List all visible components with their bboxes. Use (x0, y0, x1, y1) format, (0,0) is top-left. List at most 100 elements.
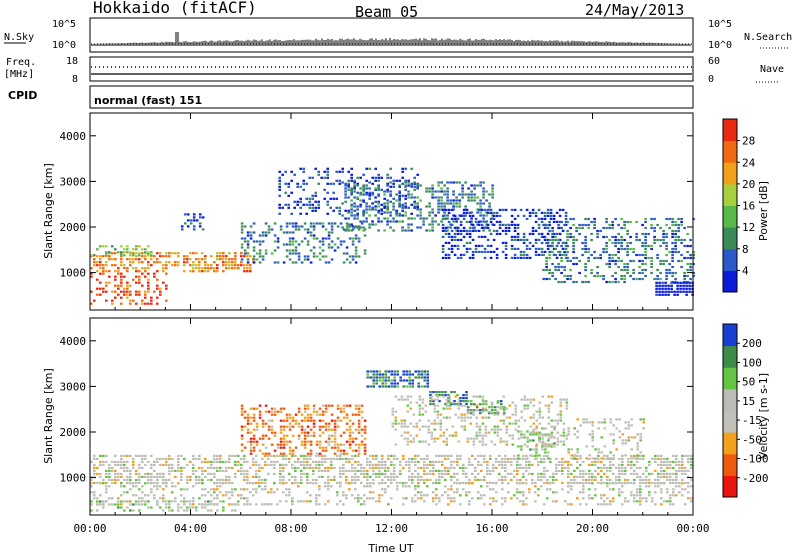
data-cell (288, 413, 292, 416)
data-cell (660, 466, 663, 469)
data-cell (547, 434, 551, 437)
data-cell (644, 274, 647, 278)
data-cell (344, 209, 347, 212)
data-cell (299, 200, 302, 203)
data-cell (399, 472, 402, 475)
data-cell (168, 503, 171, 506)
data-cell (445, 437, 449, 440)
data-cell (504, 223, 508, 226)
data-cell (525, 460, 528, 463)
data-cell (588, 478, 591, 481)
data-cell (389, 194, 392, 197)
data-cell (644, 256, 647, 260)
data-cell (496, 410, 500, 413)
data-cell (513, 454, 516, 457)
data-cell (234, 267, 237, 270)
data-cell (302, 182, 305, 185)
data-cell (129, 261, 132, 264)
data-cell (234, 472, 237, 475)
data-cell (570, 454, 573, 457)
data-cell (330, 466, 333, 469)
data-cell (240, 243, 244, 246)
data-cell (159, 293, 162, 296)
data-cell (291, 500, 294, 503)
data-cell (480, 208, 484, 211)
data-cell (516, 226, 520, 229)
data-cell (183, 261, 186, 264)
data-cell (507, 223, 511, 226)
data-cell (477, 478, 480, 481)
data-cell (513, 226, 517, 229)
data-cell (402, 379, 405, 382)
data-cell (410, 196, 413, 199)
data-cell (689, 262, 692, 266)
data-cell (291, 243, 295, 246)
data-cell (264, 234, 268, 237)
data-cell (406, 395, 410, 398)
data-cell (216, 264, 219, 267)
data-cell (381, 472, 384, 475)
data-cell (428, 211, 431, 214)
data-cell (381, 382, 384, 385)
data-cell (647, 256, 650, 260)
data-cell (456, 463, 459, 466)
beam-title: Beam 05 (355, 3, 418, 21)
data-cell (495, 256, 499, 259)
data-cell (510, 220, 514, 223)
data-cell (552, 475, 555, 478)
data-cell (679, 290, 682, 293)
data-cell (690, 454, 693, 457)
data-cell (469, 437, 473, 440)
data-cell (299, 185, 302, 188)
data-cell (567, 491, 570, 494)
data-cell (201, 258, 204, 261)
data-cell (623, 280, 626, 284)
data-cell (309, 481, 312, 484)
data-cell (624, 472, 627, 475)
data-cell (576, 448, 579, 451)
data-cell (424, 440, 428, 443)
data-cell (350, 167, 353, 170)
data-cell (519, 238, 523, 241)
data-cell (338, 206, 341, 209)
data-cell (261, 481, 264, 484)
data-cell (374, 167, 377, 170)
data-cell (204, 264, 207, 267)
data-cell (545, 265, 548, 269)
data-cell (324, 485, 327, 488)
data-cell (465, 232, 469, 235)
data-cell (354, 460, 357, 463)
data-cell (315, 222, 319, 225)
data-cell (105, 245, 108, 248)
data-cell (406, 398, 410, 401)
data-cell (273, 460, 276, 463)
data-cell (383, 229, 386, 232)
data-cell (471, 497, 474, 500)
data-cell (486, 226, 490, 229)
data-cell (630, 457, 633, 460)
data-cell (138, 509, 141, 512)
data-cell (204, 267, 207, 270)
data-cell (105, 254, 108, 257)
data-cell (510, 208, 514, 211)
data-cell (366, 478, 369, 481)
data-cell (459, 482, 462, 485)
data-cell (662, 241, 665, 245)
data-cell (338, 212, 341, 215)
data-cell (567, 503, 570, 506)
data-cell (338, 182, 341, 185)
data-cell (357, 228, 361, 231)
data-cell (560, 280, 563, 284)
data-cell (249, 437, 253, 440)
data-cell (123, 275, 126, 278)
data-cell (600, 457, 603, 460)
data-cell (458, 193, 461, 196)
data-cell (372, 482, 375, 485)
data-cell (294, 222, 298, 225)
data-cell (354, 428, 358, 431)
data-cell (249, 231, 253, 234)
data-cell (550, 425, 554, 428)
data-cell (398, 214, 401, 217)
data-cell (495, 482, 498, 485)
data-cell (487, 431, 491, 434)
